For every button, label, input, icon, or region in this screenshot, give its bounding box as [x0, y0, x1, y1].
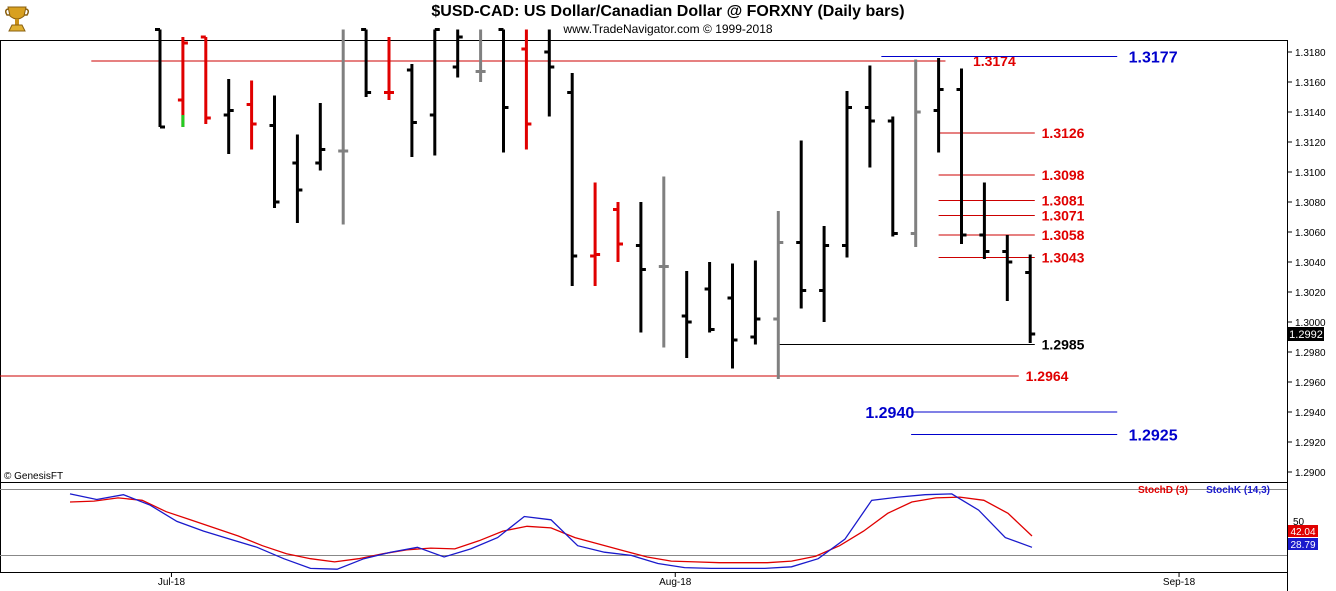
y-tick-label: 1.3080 — [1295, 198, 1326, 209]
y-tick-label: 1.3140 — [1295, 108, 1326, 119]
x-tick-label: Jul-18 — [158, 577, 186, 588]
stoch-series-line — [69, 493, 1033, 570]
stochastic-lines — [69, 493, 1033, 570]
date-x-axis: Jul-18 Aug-18 Sep-18 — [158, 572, 1196, 588]
y-tick-label: 1.3040 — [1295, 258, 1326, 269]
x-tick-label: Sep-18 — [1163, 577, 1196, 588]
level-label: 1.3098 — [1042, 167, 1085, 183]
y-tick-label: 1.3180 — [1295, 48, 1326, 59]
stoch-k-legend: StochK (14,3) — [1206, 485, 1270, 496]
price-panel-frame — [0, 40, 1288, 483]
level-label: 1.3043 — [1042, 250, 1085, 266]
level-label: 1.3071 — [1042, 208, 1085, 224]
y-tick-label: 1.3120 — [1295, 138, 1326, 149]
level-label: 1.3126 — [1042, 125, 1085, 141]
price-y-axis: 1.2900 1.2920 1.2940 1.2960 1.2980 1.3000 1.30… — [1287, 48, 1326, 479]
stoch-k-value: 28.79 — [1290, 540, 1315, 551]
stoch-tick-50: 50 — [1293, 517, 1305, 528]
y-tick-label: 1.3020 — [1295, 288, 1326, 299]
y-tick-label: 1.3000 — [1295, 318, 1326, 329]
stoch-series-line — [69, 496, 1033, 564]
level-label: 1.3081 — [1042, 193, 1085, 209]
y-tick-label: 1.2980 — [1295, 348, 1326, 359]
last-price-label: 1.2992 — [1289, 329, 1323, 341]
y-tick-label: 1.2960 — [1295, 378, 1326, 389]
chart-subtitle: www.TradeNavigator.com © 1999-2018 — [563, 22, 773, 36]
y-tick-label: 1.3060 — [1295, 228, 1326, 239]
level-label: 1.3174 — [973, 53, 1016, 69]
y-tick-label: 1.2920 — [1295, 438, 1326, 449]
y-tick-label: 1.3100 — [1295, 168, 1326, 179]
x-tick-label: Aug-18 — [659, 577, 692, 588]
level-label: 1.2940 — [865, 405, 914, 422]
y-tick-label: 1.2940 — [1295, 408, 1326, 419]
stoch-d-legend: StochD (3) — [1138, 485, 1188, 496]
level-label: 1.3058 — [1042, 227, 1085, 243]
gold-trophy-logo-icon — [4, 4, 30, 34]
y-tick-label: 1.2900 — [1295, 468, 1326, 479]
stoch-d-value: 42.04 — [1290, 527, 1315, 538]
stoch-k-value-tag — [1288, 538, 1318, 550]
stoch-d-value-tag — [1288, 525, 1318, 537]
level-label: 1.2964 — [1026, 368, 1069, 384]
last-price-tag — [1288, 327, 1324, 341]
ohlc-bars — [155, 28, 1036, 379]
chart-title: $USD-CAD: US Dollar/Canadian Dollar @ FO… — [431, 3, 905, 20]
level-label: 1.3177 — [1129, 50, 1178, 67]
level-label: 1.2985 — [1042, 337, 1085, 353]
copyright-label: © GenesisFT — [4, 471, 63, 482]
y-tick-label: 1.3160 — [1295, 78, 1326, 89]
level-label: 1.2925 — [1129, 428, 1178, 445]
chart-header: $USD-CAD: US Dollar/Canadian Dollar @ FO… — [0, 0, 1336, 40]
